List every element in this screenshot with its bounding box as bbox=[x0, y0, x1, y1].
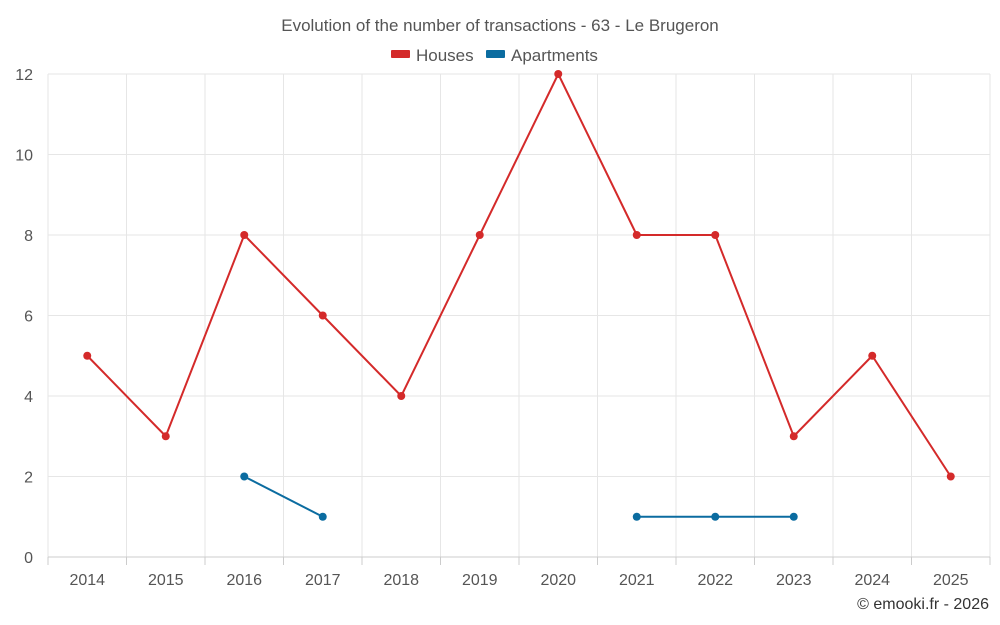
data-point-apartments[interactable] bbox=[711, 512, 720, 521]
data-point-houses[interactable] bbox=[318, 311, 327, 320]
x-tick-label: 2014 bbox=[69, 572, 105, 589]
x-tick-label: 2023 bbox=[776, 572, 812, 589]
data-point-houses[interactable] bbox=[240, 231, 249, 239]
data-point-houses[interactable] bbox=[632, 231, 641, 239]
data-point-houses[interactable] bbox=[475, 231, 484, 239]
y-tick-label: 0 bbox=[24, 550, 33, 567]
legend-label-apartments[interactable]: Apartments bbox=[511, 46, 598, 65]
chart-title: Evolution of the number of transactions … bbox=[281, 16, 719, 35]
y-tick-label: 2 bbox=[24, 470, 33, 487]
x-tick-label: 2019 bbox=[462, 572, 498, 589]
data-point-houses[interactable] bbox=[397, 392, 406, 400]
data-point-apartments[interactable] bbox=[318, 512, 327, 521]
data-point-houses[interactable] bbox=[711, 231, 720, 239]
data-point-apartments[interactable] bbox=[632, 512, 641, 521]
y-tick-label: 8 bbox=[24, 228, 33, 245]
x-tick-label: 2022 bbox=[697, 572, 733, 589]
axes: 0 2 4 6 8 10 12 2014 2015 2016 2017 2018 2019 2020 202… bbox=[15, 67, 991, 589]
x-tick-label: 2025 bbox=[933, 572, 969, 589]
x-tick-label: 2017 bbox=[305, 572, 341, 589]
data-point-houses[interactable] bbox=[789, 432, 798, 441]
series-line-houses bbox=[86, 73, 952, 478]
y-tick-label: 12 bbox=[15, 67, 33, 84]
x-tick-label: 2020 bbox=[540, 572, 576, 589]
y-tick-label: 6 bbox=[24, 309, 33, 326]
data-point-houses[interactable] bbox=[83, 351, 92, 360]
data-point-houses[interactable] bbox=[868, 351, 877, 360]
x-tick-label: 2016 bbox=[226, 572, 262, 589]
data-point-apartments[interactable] bbox=[789, 512, 798, 521]
data-point-apartments[interactable] bbox=[240, 472, 249, 481]
data-point-houses[interactable] bbox=[946, 472, 955, 481]
series-line-apartments bbox=[243, 475, 324, 518]
data-point-houses[interactable] bbox=[554, 70, 563, 78]
x-tick-label: 2018 bbox=[383, 572, 419, 589]
grid bbox=[47, 73, 991, 557]
y-tick-label: 4 bbox=[24, 389, 33, 406]
series-group bbox=[83, 70, 955, 521]
legend: Houses Apartments bbox=[391, 46, 598, 65]
x-tick-label: 2021 bbox=[619, 572, 655, 589]
credit: © emooki.fr - 2026 bbox=[857, 596, 989, 613]
x-tick-label: 2024 bbox=[854, 572, 890, 589]
y-tick-label: 10 bbox=[15, 148, 33, 165]
legend-swatch-apartments bbox=[486, 50, 505, 58]
x-tick-label: 2015 bbox=[148, 572, 184, 589]
legend-label-houses[interactable]: Houses bbox=[416, 46, 474, 65]
legend-swatch-houses bbox=[391, 50, 410, 58]
data-point-houses[interactable] bbox=[161, 432, 170, 441]
